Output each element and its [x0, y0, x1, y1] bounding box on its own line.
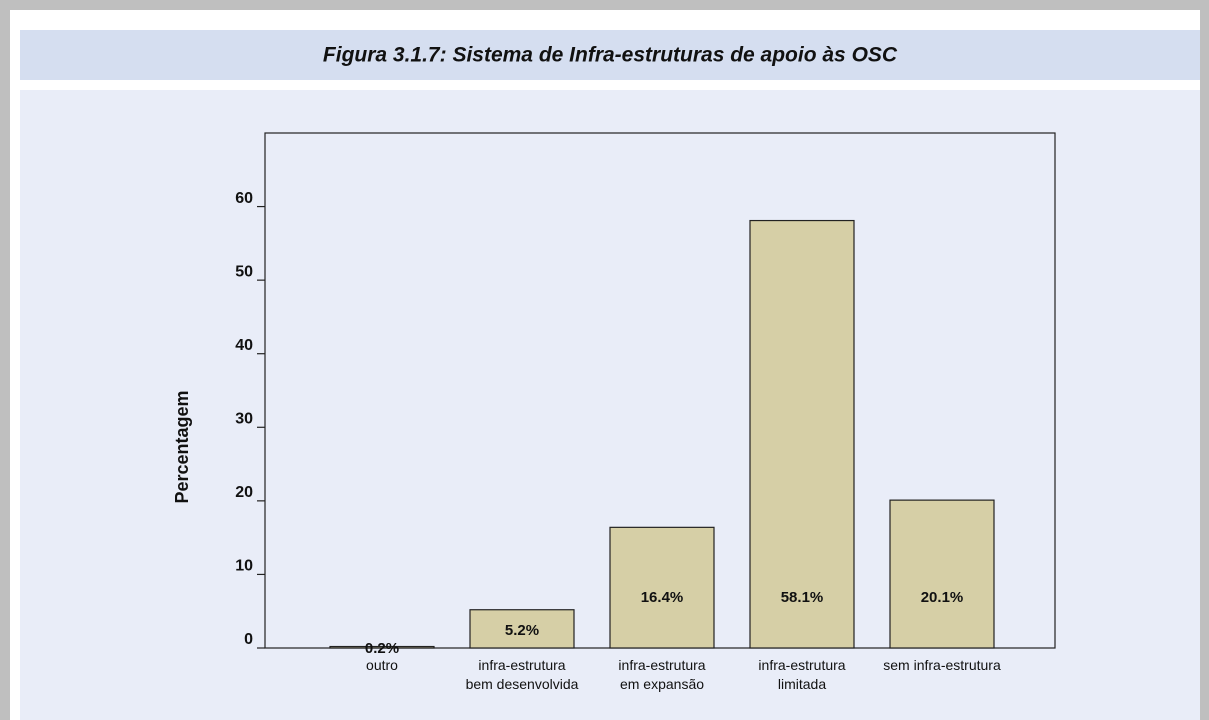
- bar: [469, 609, 575, 649]
- y-tick-label: 50: [235, 263, 253, 280]
- value-label: 58.1%: [781, 589, 824, 606]
- chart-title: Figura 3.1.7: Sistema de Infra-estrutura…: [323, 44, 898, 67]
- bar: [889, 499, 995, 649]
- value-label: 16.4%: [641, 589, 684, 606]
- y-tick-label: 0: [244, 631, 253, 648]
- x-tick-label: infra-estrutura em expansão: [618, 657, 706, 692]
- y-tick-label: 40: [235, 337, 253, 354]
- title-band: [20, 30, 1200, 80]
- y-tick-label: 30: [235, 411, 253, 428]
- x-tick-label: sem infra-estrutura: [883, 657, 1001, 673]
- value-label: 5.2%: [505, 622, 539, 639]
- value-label: 0.2%: [365, 640, 399, 657]
- bar: [329, 645, 435, 649]
- y-axis-label: Percentagem: [172, 390, 192, 503]
- y-tick-label: 10: [235, 558, 253, 575]
- x-tick-label: infra-estrutura bem desenvolvida: [465, 657, 579, 692]
- y-tick-label: 20: [235, 484, 253, 501]
- y-tick-label: 60: [235, 190, 253, 207]
- bar: [749, 219, 855, 649]
- x-tick-label: outro: [366, 657, 398, 673]
- bar: [609, 526, 715, 649]
- x-tick-label: infra-estrutura limitada: [758, 657, 846, 692]
- value-label: 20.1%: [921, 589, 964, 606]
